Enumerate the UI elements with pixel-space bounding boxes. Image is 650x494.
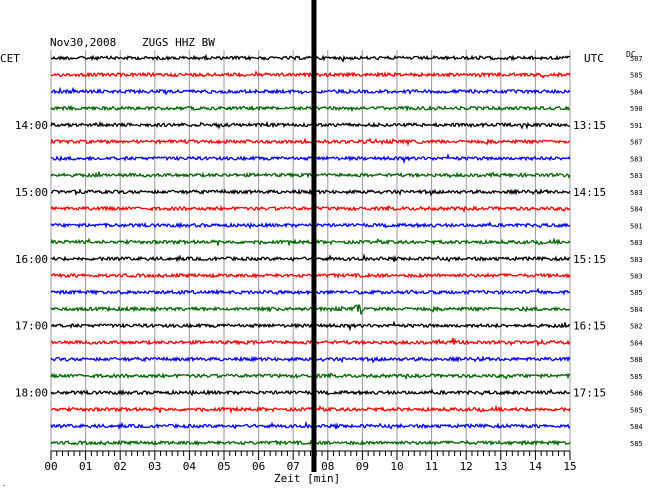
right-hour-label: 16:15 xyxy=(573,320,606,333)
date-label: Nov30,2008 xyxy=(50,36,116,49)
trace-row-18 xyxy=(50,355,571,364)
trace-row-4 xyxy=(50,120,571,130)
trace-row-19 xyxy=(50,372,571,381)
dc-value: 586 xyxy=(630,390,643,398)
trace-row-9 xyxy=(50,204,571,213)
trace-row-2 xyxy=(51,86,571,96)
trace-row-8 xyxy=(50,187,571,197)
dc-value: 585 xyxy=(630,289,643,297)
dc-value: 584 xyxy=(630,339,643,347)
trace-row-12 xyxy=(50,253,571,263)
trace-row-0 xyxy=(50,53,571,63)
dc-value: 591 xyxy=(630,122,643,130)
dc-value: 590 xyxy=(630,105,643,113)
trace-row-13 xyxy=(50,272,571,279)
dc-value: 584 xyxy=(630,88,643,96)
dc-value: 583 xyxy=(630,155,643,163)
dc-value: 583 xyxy=(630,239,643,247)
x-tick-label: 00 xyxy=(44,460,57,473)
x-tick-label: 13 xyxy=(494,460,507,473)
left-timezone-label: CET xyxy=(0,52,20,65)
dc-value: 583 xyxy=(630,256,643,264)
left-hour-label: 17:00 xyxy=(15,320,48,333)
dc-value: 587 xyxy=(630,139,643,147)
dc-value: 585 xyxy=(630,72,643,80)
dc-value: 585 xyxy=(630,373,643,381)
x-tick-label: 04 xyxy=(183,460,197,473)
trace-row-1 xyxy=(50,70,571,79)
trace-row-16 xyxy=(50,320,571,332)
trace-row-6 xyxy=(50,153,571,165)
right-hour-label: 14:15 xyxy=(573,186,606,199)
trace-row-17 xyxy=(50,337,571,347)
x-tick-label: 07 xyxy=(287,460,300,473)
trace-row-10 xyxy=(50,221,571,230)
x-tick-label: 08 xyxy=(321,460,334,473)
trace-row-21 xyxy=(50,404,571,415)
x-tick-label: 02 xyxy=(114,460,127,473)
dc-value: 583 xyxy=(630,189,643,197)
x-tick-label: 12 xyxy=(460,460,473,473)
dc-value: 588 xyxy=(630,356,643,364)
right-hour-label: 13:15 xyxy=(573,119,606,132)
right-timezone-label: UTC xyxy=(584,52,604,65)
dc-value: 584 xyxy=(630,206,643,214)
right-hour-label: 15:15 xyxy=(573,253,606,266)
trace-row-3 xyxy=(50,104,571,113)
dc-value: 587 xyxy=(630,55,643,63)
x-tick-label: 10 xyxy=(390,460,403,473)
left-hour-label: 15:00 xyxy=(15,186,48,199)
dc-value: 584 xyxy=(630,306,643,314)
x-tick-label: 01 xyxy=(79,460,92,473)
trace-row-14 xyxy=(50,287,571,296)
dc-value: 585 xyxy=(630,406,643,414)
x-axis-label: Zeit [min] xyxy=(274,472,340,485)
dc-value: 585 xyxy=(630,440,643,448)
x-tick-label: 11 xyxy=(425,460,438,473)
trace-row-11 xyxy=(50,237,571,247)
trace-row-7 xyxy=(50,171,571,180)
dc-value: 584 xyxy=(630,423,643,431)
corner-mark: . xyxy=(2,480,6,488)
x-tick-label: 05 xyxy=(217,460,230,473)
dc-value: 582 xyxy=(630,323,643,331)
right-hour-label: 17:15 xyxy=(573,387,606,400)
left-hour-label: 18:00 xyxy=(15,387,48,400)
trace-row-5 xyxy=(50,137,571,147)
x-tick-label: 15 xyxy=(563,460,576,473)
x-tick-label: 09 xyxy=(356,460,369,473)
x-tick-label: 14 xyxy=(529,460,543,473)
left-hour-label: 14:00 xyxy=(15,119,48,132)
dc-label: DC xyxy=(626,50,636,59)
trace-row-23 xyxy=(50,439,571,447)
left-hour-label: 16:00 xyxy=(15,253,48,266)
trace-row-22 xyxy=(50,420,571,430)
dc-value: 501 xyxy=(630,222,643,230)
station-label: ZUGS HHZ BW xyxy=(142,36,215,49)
x-tick-label: 03 xyxy=(148,460,161,473)
trace-row-20 xyxy=(50,388,571,397)
dc-value: 583 xyxy=(630,172,643,180)
trace-row-15 xyxy=(50,304,571,315)
x-tick-label: 06 xyxy=(252,460,265,473)
dc-value: 583 xyxy=(630,272,643,280)
